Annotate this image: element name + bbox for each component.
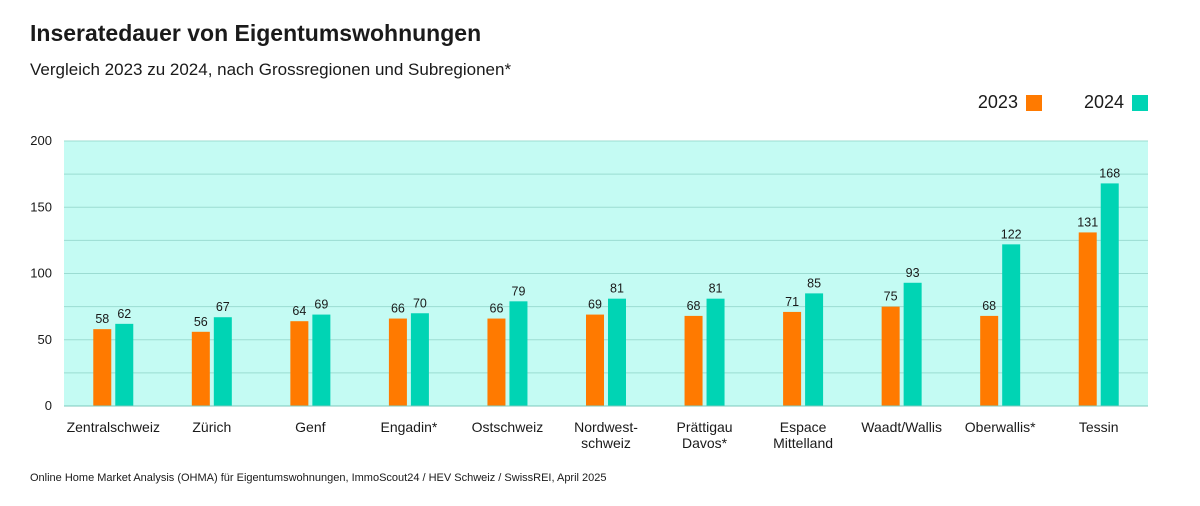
legend-label-2023: 2023 <box>977 92 1018 112</box>
y-tick-label: 200 <box>30 133 52 148</box>
data-label-2023: 58 <box>95 312 109 326</box>
bar-2024 <box>509 301 528 406</box>
legend-swatch-2024 <box>1132 94 1148 111</box>
data-label-2024: 81 <box>610 282 624 296</box>
x-category-label: Mittelland <box>773 435 833 451</box>
data-label-2024: 62 <box>117 307 131 321</box>
bar-2024 <box>706 298 725 406</box>
data-label-2024: 67 <box>216 300 230 314</box>
y-tick-label: 100 <box>30 266 52 281</box>
x-category-label: Engadin* <box>380 419 437 435</box>
data-label-2024: 122 <box>1001 227 1022 241</box>
y-tick-label: 150 <box>30 199 52 214</box>
bar-2023 <box>191 331 210 406</box>
x-category-label: Genf <box>295 419 325 435</box>
bar-2023 <box>586 314 604 406</box>
bar-2024 <box>903 282 922 406</box>
x-category-label: Zentralschweiz <box>67 419 160 435</box>
bar-2023 <box>881 306 900 406</box>
bar-2024 <box>115 323 134 406</box>
x-category-label: Davos* <box>682 435 728 451</box>
x-category-label: Tessin <box>1079 419 1119 435</box>
bar-2023 <box>980 315 999 406</box>
legend-swatch-2023 <box>1025 94 1042 111</box>
bar-2024 <box>1100 183 1119 406</box>
data-label-2024: 93 <box>906 266 920 280</box>
bar-2023 <box>684 315 703 406</box>
y-tick-label: 0 <box>45 398 52 413</box>
bar-2024 <box>805 293 824 406</box>
bar-2024 <box>608 298 626 406</box>
data-label-2023: 56 <box>194 315 208 329</box>
legend-item-2023: 2023 <box>978 92 1042 113</box>
data-label-2023: 66 <box>391 302 405 316</box>
data-label-2023: 64 <box>292 304 306 318</box>
x-category-label: Waadt/Wallis <box>861 419 942 435</box>
bar-2024 <box>312 314 331 406</box>
x-category-label: Oberwallis* <box>965 419 1036 435</box>
bar-2023 <box>487 318 506 406</box>
data-label-2024: 69 <box>314 298 328 312</box>
data-label-2023: 131 <box>1077 215 1098 229</box>
y-tick-label: 50 <box>38 332 52 347</box>
data-label-2023: 66 <box>490 302 504 316</box>
bar-2023 <box>93 329 112 406</box>
legend-label-2024: 2024 <box>1083 92 1124 112</box>
bar-2023 <box>1078 232 1097 406</box>
bar-2024 <box>410 313 429 406</box>
source-note: Online Home Market Analysis (OHMA) für E… <box>30 472 607 484</box>
data-label-2023: 75 <box>884 290 898 304</box>
data-label-2023: 69 <box>588 298 602 312</box>
bar-2024 <box>1002 244 1021 406</box>
data-label-2024: 85 <box>807 276 821 290</box>
bar-2023 <box>290 321 309 406</box>
data-label-2024: 81 <box>709 282 723 296</box>
data-label-2024: 79 <box>512 284 526 298</box>
legend-item-2024: 2024 <box>1084 92 1148 113</box>
x-category-label: Zürich <box>192 419 231 435</box>
x-category-label: Nordwest- <box>574 419 638 435</box>
chart-subtitle: Vergleich 2023 zu 2024, nach Grossregion… <box>30 60 512 79</box>
data-label-2024: 168 <box>1099 166 1120 180</box>
bar-2023 <box>783 311 802 406</box>
data-label-2023: 68 <box>687 299 701 313</box>
chart-title: Inseratedauer von Eigentumswohnungen <box>30 20 482 46</box>
x-category-label: Espace <box>780 419 827 435</box>
x-category-label: Ostschweiz <box>472 419 544 435</box>
legend: 2023 2024 <box>936 92 1148 113</box>
x-category-label: schweiz <box>581 435 631 451</box>
data-label-2023: 68 <box>982 299 996 313</box>
bar-2024 <box>213 317 232 406</box>
x-category-label: Prättigau <box>677 419 733 435</box>
data-label-2023: 71 <box>785 295 799 309</box>
data-label-2024: 70 <box>413 296 427 310</box>
bar-2023 <box>388 318 407 406</box>
